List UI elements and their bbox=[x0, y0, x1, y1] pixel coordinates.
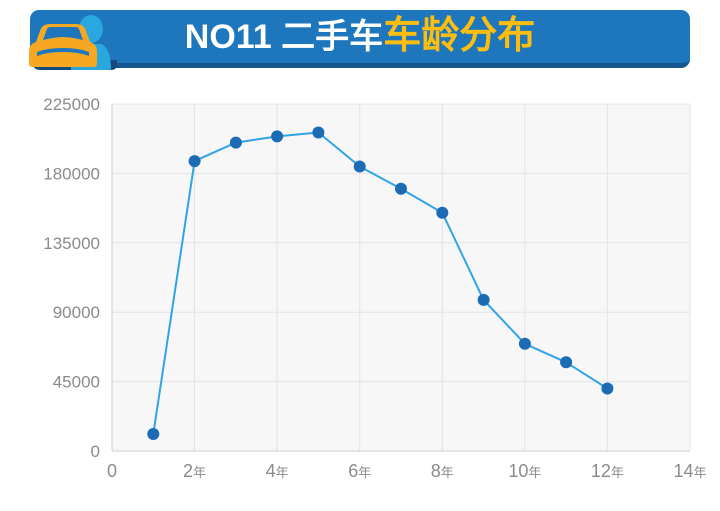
car-grille bbox=[37, 48, 89, 56]
x-axis-tick-label: 10年 bbox=[508, 461, 541, 481]
data-point bbox=[147, 428, 160, 440]
y-axis-tick-label: 135000 bbox=[43, 234, 100, 253]
title-banner: NO11 二手车车龄分布 bbox=[29, 10, 690, 70]
y-axis-tick-label: 90000 bbox=[53, 303, 100, 322]
data-point bbox=[477, 293, 490, 306]
data-point bbox=[271, 130, 284, 143]
x-axis-tick-label: 6年 bbox=[348, 461, 371, 481]
data-point bbox=[395, 182, 407, 195]
car-person-icon bbox=[27, 12, 119, 74]
data-point bbox=[188, 155, 201, 168]
data-point bbox=[518, 337, 531, 350]
page-title: NO11 二手车车龄分布 bbox=[185, 10, 535, 64]
data-point bbox=[601, 382, 614, 395]
car-windshield bbox=[43, 27, 83, 40]
y-axis-tick-label: 225000 bbox=[43, 95, 100, 114]
x-axis-tick-label: 12年 bbox=[591, 461, 624, 481]
series-line bbox=[152, 131, 609, 435]
y-axis-tick-label: 0 bbox=[91, 442, 100, 461]
y-axis-tick-label: 180000 bbox=[43, 164, 100, 183]
page-title-highlight: 车龄分布 bbox=[383, 14, 536, 57]
x-axis-tick-label: 0 bbox=[107, 461, 117, 481]
y-axis-tick-label: 45000 bbox=[53, 373, 100, 392]
data-point bbox=[229, 136, 242, 149]
plot-area bbox=[112, 104, 690, 451]
x-axis-tick-label: 14年 bbox=[673, 461, 706, 481]
data-point bbox=[353, 160, 366, 173]
data-point bbox=[560, 356, 573, 369]
data-point bbox=[436, 206, 449, 219]
x-axis-tick-label: 8年 bbox=[431, 461, 454, 481]
x-axis-tick-label: 4年 bbox=[266, 461, 289, 481]
page-title-prefix: NO11 二手车 bbox=[184, 17, 384, 56]
data-point bbox=[312, 126, 325, 139]
x-axis-tick-label: 2年 bbox=[183, 461, 206, 481]
